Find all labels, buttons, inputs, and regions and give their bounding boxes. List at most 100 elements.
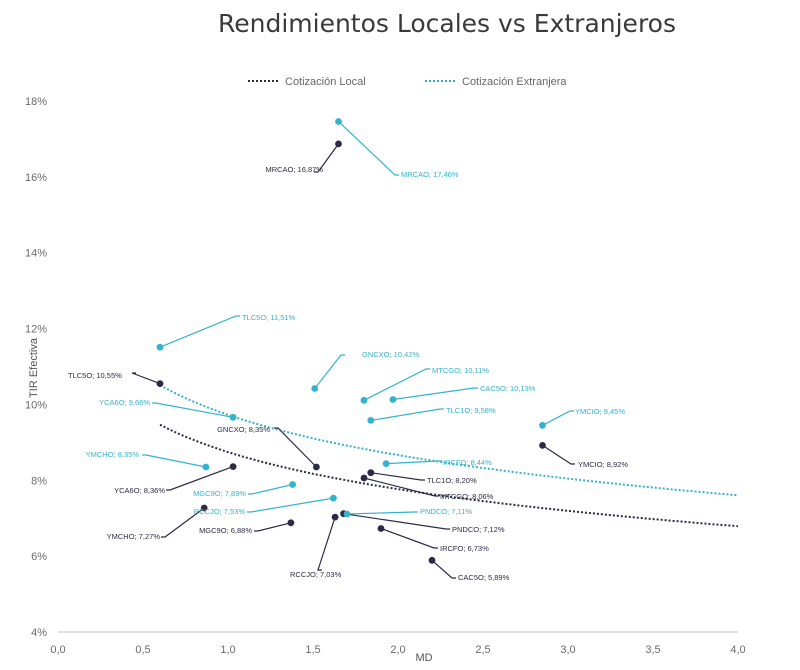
data-label-extranjera: TLC5O; 11,51%: [242, 313, 296, 322]
x-tick-label: 3,0: [560, 644, 575, 656]
leader-line: [380, 527, 438, 549]
leader-line: [542, 444, 575, 465]
data-point-local: [200, 504, 208, 512]
data-label-extranjera: YMCIO; 9,45%: [575, 407, 625, 416]
legend: Cotización Local Cotización Extranjera: [248, 76, 567, 88]
leader-lines: [131, 121, 575, 579]
leader-line: [431, 559, 456, 579]
y-tick-label: 12%: [25, 324, 47, 336]
data-label-local: RCCJO; 7,03%: [290, 570, 342, 579]
data-point-local: [331, 513, 339, 521]
leader-line: [161, 507, 205, 538]
leader-line: [392, 387, 478, 401]
y-tick-label: 14%: [25, 248, 47, 260]
leader-line: [363, 477, 439, 497]
leader-line: [363, 368, 430, 401]
data-point-extranjera: [343, 510, 351, 518]
x-tick-label: 0,0: [50, 644, 65, 656]
leader-line: [370, 472, 425, 481]
leader-line: [346, 511, 418, 515]
data-point-extranjera: [156, 343, 164, 351]
data-point-local: [360, 474, 368, 482]
data-point-extranjera: [367, 417, 375, 424]
data-label-local: GNCXO; 8,35%: [217, 425, 270, 434]
leader-line: [370, 408, 444, 421]
data-label-extranjera: GNCXO; 10,42%: [362, 350, 419, 359]
data-label-extranjera: MRCAO; 17,46%: [401, 170, 459, 179]
data-labels: TLC5O; 10,55% MRCAO; 16,87% GNCXO; 8,35% YC…: [68, 165, 628, 582]
data-point-extranjera: [382, 460, 390, 467]
data-label-extranjera: CAC5O; 10,13%: [480, 384, 536, 393]
data-point-local: [287, 519, 295, 527]
y-tick-label: 16%: [25, 172, 47, 184]
leader-line: [343, 513, 450, 530]
x-tick-label: 3,5: [645, 644, 660, 656]
x-tick-labels: 0,0 0,5 1,0 1,5 2,0 2,5 3,0 3,5 4,0: [50, 644, 745, 656]
y-tick-label: 8%: [31, 475, 47, 487]
data-label-local: CAC5O; 5,89%: [458, 573, 510, 582]
y-axis-title: TIR Efectiva: [28, 337, 40, 398]
leader-line: [248, 483, 293, 495]
y-tick-label: 10%: [25, 399, 47, 411]
data-label-extranjera: MTCGO; 10,11%: [432, 366, 489, 375]
data-point-extranjera: [202, 463, 210, 471]
data-point-extranjera: [330, 494, 337, 502]
data-label-extranjera: YCA6O; 9,66%: [99, 398, 150, 407]
data-label-local: YMCIO; 8,92%: [578, 460, 628, 469]
leader-line: [274, 427, 317, 468]
x-tick-label: 1,5: [305, 644, 320, 656]
trendline-extranjera: [159, 384, 739, 497]
leader-line: [317, 516, 336, 571]
data-point-local: [428, 556, 436, 564]
data-point-extranjera: [229, 413, 237, 421]
leader-line: [247, 497, 334, 513]
chart-title: Rendimientos Locales vs Extranjeros: [218, 9, 676, 38]
data-point-extranjera: [289, 481, 296, 488]
data-label-extranjera: MGC9O; 7,89%: [193, 489, 246, 498]
legend-label-local: Cotización Local: [285, 76, 366, 88]
leader-line: [386, 460, 442, 465]
data-label-extranjera: RCCJO; 7,53%: [194, 507, 246, 516]
data-point-extranjera: [539, 421, 546, 429]
y-tick-label: 18%: [25, 96, 47, 108]
y-tick-labels: 4% 6% 8% 10% 12% 14% 16% 18%: [25, 96, 47, 639]
trendlines: [159, 384, 739, 528]
data-label-local: PNDCO; 7,12%: [452, 525, 505, 534]
legend-label-extranjera: Cotización Extranjera: [462, 76, 567, 88]
data-point-local: [313, 463, 320, 471]
data-label-extranjera: IRCFO; 8,44%: [443, 458, 492, 467]
x-axis-title: MD: [415, 652, 432, 664]
leader-line: [159, 315, 240, 348]
leader-line: [166, 466, 234, 491]
data-points: [156, 118, 546, 564]
data-point-extranjera: [389, 396, 397, 403]
data-point-local: [367, 469, 375, 477]
data-point-local: [377, 525, 385, 532]
leader-line: [142, 454, 207, 468]
y-tick-label: 4%: [31, 627, 47, 639]
y-tick-label: 6%: [31, 551, 47, 563]
x-tick-label: 4,0: [730, 644, 745, 656]
trendline-local: [159, 423, 739, 528]
leader-line: [542, 410, 574, 426]
data-label-local: TLC5O; 10,55%: [68, 371, 122, 380]
data-label-local: MRCAO; 16,87%: [265, 165, 323, 174]
leader-line: [254, 522, 292, 532]
data-point-local: [335, 140, 342, 148]
data-point-local: [229, 463, 237, 470]
data-point-extranjera: [311, 385, 319, 392]
leader-line: [338, 121, 399, 176]
x-tick-label: 2,5: [475, 644, 490, 656]
leader-line: [152, 402, 234, 418]
data-point-extranjera: [335, 118, 342, 125]
data-label-local: IRCFO; 6,73%: [440, 544, 489, 553]
data-point-extranjera: [360, 396, 368, 404]
leader-line: [314, 354, 345, 389]
data-label-extranjera: TLC1O; 9,58%: [446, 406, 496, 415]
leader-line: [314, 143, 339, 173]
x-tick-label: 1,0: [220, 644, 235, 656]
data-point-local: [156, 380, 164, 387]
x-tick-label: 0,5: [135, 644, 150, 656]
data-label-local: MTCGO; 8,06%: [440, 492, 494, 501]
